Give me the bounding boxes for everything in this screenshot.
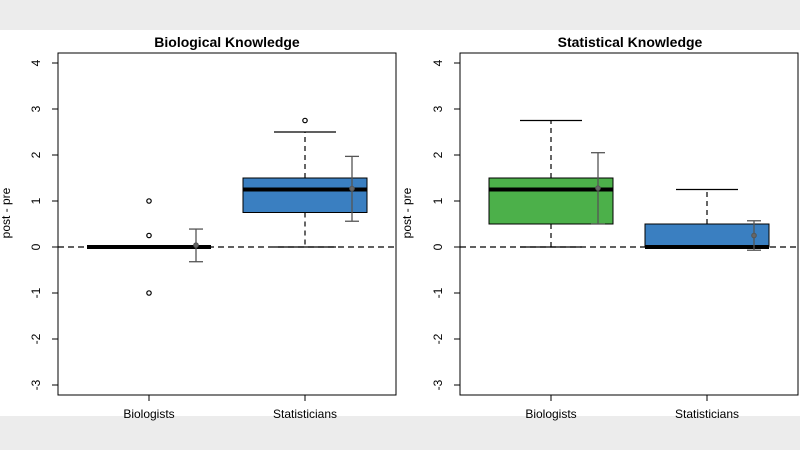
mean-point: [193, 242, 199, 248]
y-tick-label: -2: [29, 333, 43, 344]
outlier-point: [146, 232, 152, 239]
bottom-band: [0, 416, 800, 450]
y-axis-label: post - pre: [400, 187, 414, 238]
panel-statistical-knowledge: Statistical Knowledge post - pre -3 -2 -1 0…: [400, 34, 799, 421]
plot-frame: [57, 52, 397, 396]
x-tick-label: Biologists: [525, 407, 576, 421]
outlier-point: [302, 117, 308, 124]
box-statisticians: [644, 188, 770, 249]
y-tick-label: -3: [431, 379, 445, 390]
box-iqr: [644, 223, 770, 248]
mean-point: [595, 185, 601, 191]
y-tick-label: 3: [431, 105, 445, 112]
plot-frame: [459, 52, 799, 396]
mean-point: [751, 232, 757, 239]
mean-interval-statisticians: [345, 155, 359, 222]
mean-interval-statisticians: [747, 220, 761, 251]
y-tick-label: 1: [431, 197, 445, 204]
y-tick-label: -2: [431, 333, 445, 344]
x-tick-label: Biologists: [123, 407, 174, 421]
box-iqr: [488, 177, 614, 225]
chart-title: Statistical Knowledge: [558, 34, 703, 50]
y-axis-label: post - pre: [0, 187, 13, 238]
box-iqr: [242, 177, 368, 213]
y-tick-label: 2: [29, 151, 43, 158]
panel-biological-knowledge: Biological Knowledge post - pre -3 -2 -1 0 1…: [0, 34, 397, 421]
y-tick-label: 2: [431, 151, 445, 158]
mean-point: [349, 185, 355, 192]
outlier-point: [146, 290, 152, 296]
box-biologists: [488, 119, 614, 248]
top-band: [0, 0, 800, 30]
mean-interval-biologists: [189, 228, 203, 263]
y-tick-label: 0: [29, 243, 43, 250]
y-tick-label: -3: [29, 379, 43, 390]
mean-interval-biologists: [591, 152, 605, 225]
y-tick-label: -1: [29, 287, 43, 298]
y-tick-label: -1: [431, 287, 445, 298]
y-tick-label: 0: [431, 243, 445, 250]
y-tick-label: 3: [29, 105, 43, 112]
y-tick-label: 4: [29, 59, 43, 66]
box-statisticians: [242, 117, 368, 248]
outlier-point: [146, 198, 152, 204]
y-tick-label: 4: [431, 59, 445, 66]
chart-title: Biological Knowledge: [154, 34, 300, 50]
x-tick-label: Statisticians: [273, 407, 337, 421]
x-tick-label: Statisticians: [675, 407, 739, 421]
y-tick-label: 1: [29, 197, 43, 204]
